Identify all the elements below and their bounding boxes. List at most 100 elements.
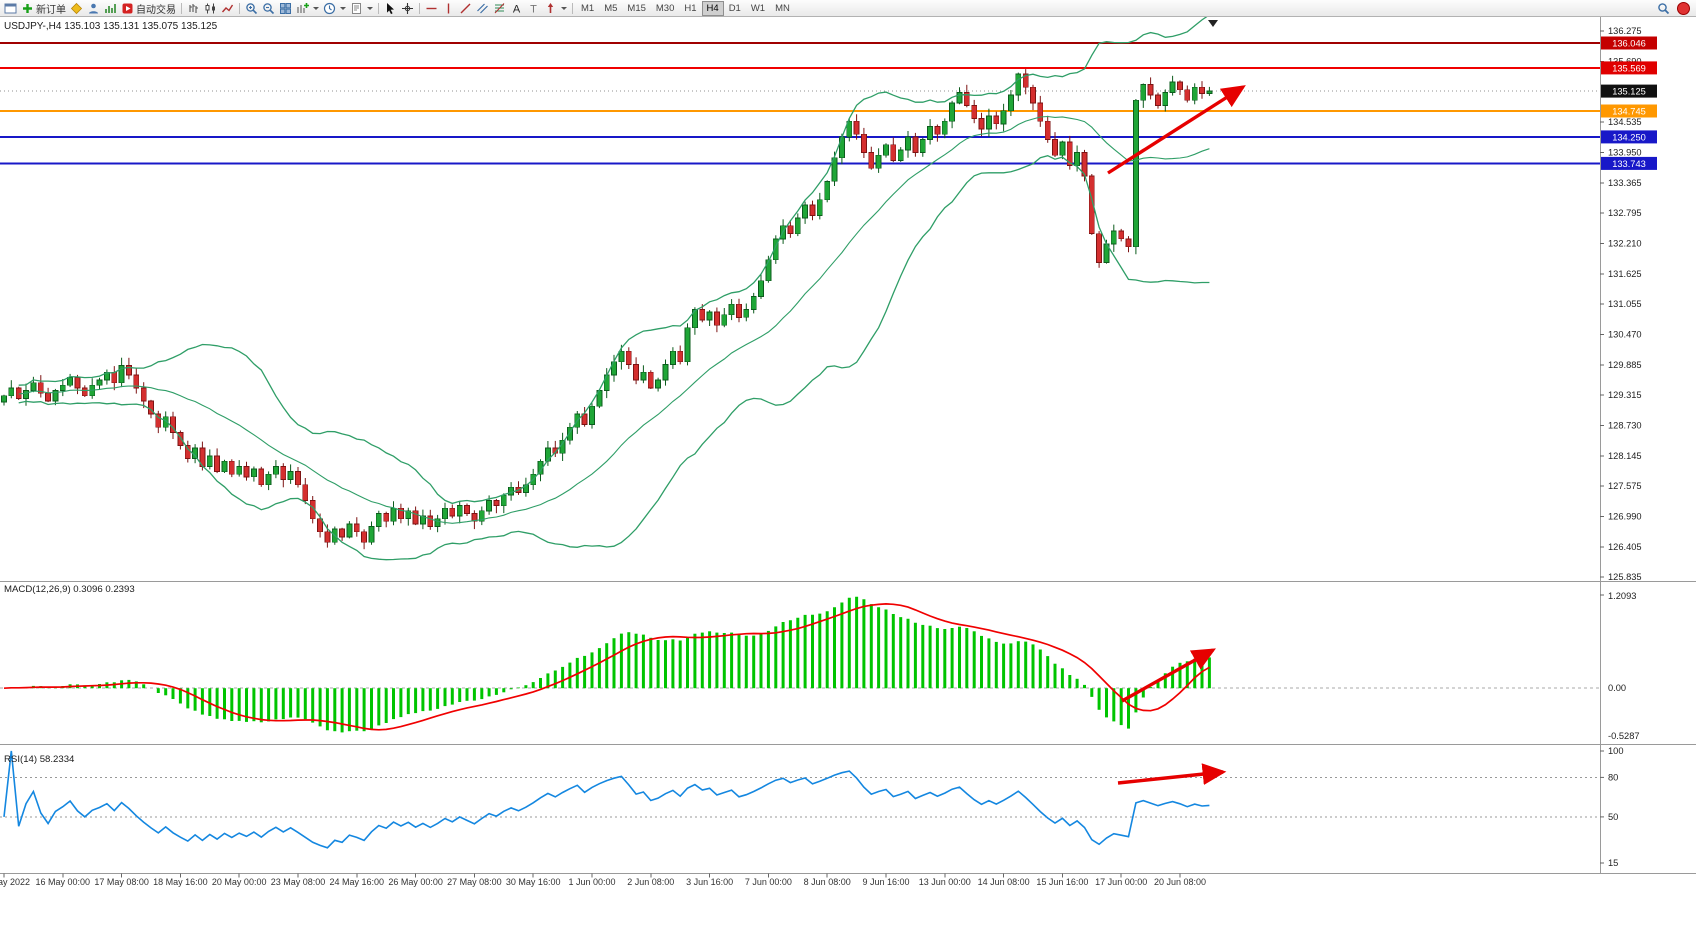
candle-body (140, 387, 147, 402)
macd-panel[interactable]: MACD(12,26,9) 0.3096 0.2393 1.2093 0.00 -0.… (0, 584, 1640, 741)
candle-body (736, 303, 742, 318)
candle-body (868, 152, 875, 169)
auto-trading-button[interactable]: 自动交易 (119, 1, 178, 16)
time-axis-label: 18 May 16:00 (153, 877, 208, 887)
timeframe-button-m1[interactable]: M1 (581, 2, 595, 14)
candlestick-icon (205, 3, 215, 13)
trendline-button[interactable] (457, 1, 474, 16)
timeframe-button-m30[interactable]: M30 (655, 2, 675, 14)
bollinger-upper-band (18, 17, 1208, 505)
timeframe-button-m15[interactable]: M15 (627, 2, 646, 14)
candle-body (184, 445, 191, 460)
cursor-button[interactable] (382, 1, 399, 16)
text-button[interactable]: A (508, 1, 525, 16)
label-button[interactable]: T (525, 1, 542, 16)
candle-body (861, 133, 867, 154)
periods-button[interactable] (321, 1, 348, 16)
tile-windows-button[interactable] (277, 1, 294, 16)
timeframe-button-w1[interactable]: W1 (750, 2, 766, 14)
main-chart-panel[interactable]: USDJPY-,H4 135.103 135.131 135.075 135.1… (0, 17, 1600, 561)
candle-body (1125, 238, 1132, 248)
label-icon: T (530, 3, 537, 15)
candle-body (1037, 102, 1044, 122)
vertical-line-button[interactable] (440, 1, 457, 16)
trend-arrow-macd[interactable] (1121, 648, 1216, 703)
candle-body (963, 92, 970, 107)
accounts-button[interactable] (85, 1, 102, 16)
candle-body (434, 518, 441, 527)
timeframe-button-h1[interactable]: H1 (684, 2, 697, 14)
candle-body (442, 507, 448, 520)
alerts-button[interactable] (68, 1, 85, 16)
trend-arrow-main[interactable] (1107, 85, 1246, 175)
fibonacci-button[interactable] (491, 1, 508, 16)
time-axis-label: 17 Jun 00:00 (1095, 877, 1147, 887)
notification-icon[interactable] (1677, 1, 1690, 15)
line-chart-button[interactable] (219, 1, 236, 16)
candle-body (853, 120, 860, 135)
price-axis-label: 130.470 (1608, 330, 1642, 340)
candle-body (486, 499, 493, 512)
candlestick-chart-button[interactable] (202, 1, 219, 16)
chart-window-button[interactable] (2, 1, 19, 16)
candle-body (464, 505, 470, 514)
crosshair-button[interactable] (399, 1, 416, 16)
candle-body (802, 204, 808, 219)
timeframe-button-d1[interactable]: D1 (728, 2, 741, 14)
candle-body (647, 371, 654, 389)
zoom-in-icon (246, 2, 258, 14)
candle-body (750, 295, 757, 310)
candle-body (37, 382, 44, 394)
candle-body (706, 311, 713, 321)
horizontal-line-button[interactable] (423, 1, 440, 16)
chart-canvas[interactable]: USDJPY-,H4 135.103 135.131 135.075 135.1… (0, 17, 1696, 941)
person-icon (89, 3, 98, 13)
rsi-axis-label: 50 (1608, 812, 1618, 822)
rsi-panel[interactable]: RSI(14) 58.2334 100 80 50 15 (0, 746, 1624, 868)
candle-body (243, 465, 250, 478)
time-axis-label: 17 May 08:00 (94, 877, 149, 887)
candle-body (339, 528, 346, 538)
price-axis[interactable]: 136.275135.690134.535133.950133.365132.7… (1600, 26, 1657, 582)
macd-label: MACD(12,26,9) 0.3096 0.2393 (4, 584, 135, 595)
price-badge-label: 133.743 (1612, 159, 1646, 169)
timeframe-button-m5[interactable]: M5 (604, 2, 618, 14)
search-icon (1658, 2, 1670, 14)
search-button[interactable] (1655, 1, 1672, 16)
candle-body (317, 518, 324, 533)
candle-body (1169, 81, 1176, 93)
svg-text:T: T (530, 3, 537, 15)
new-order-button[interactable]: 新订单 (19, 1, 68, 16)
zoom-out-button[interactable] (260, 1, 277, 16)
bar-chart-button[interactable] (185, 1, 202, 16)
candle-body (52, 390, 59, 402)
new-chart-button[interactable] (294, 1, 321, 16)
timeframe-button-mn[interactable]: MN (775, 2, 790, 14)
chart-shift-marker[interactable] (1208, 20, 1218, 27)
channel-button[interactable] (474, 1, 491, 16)
candle-body (905, 136, 911, 151)
candle-body (361, 531, 368, 543)
arrows-button[interactable] (542, 1, 569, 16)
candle-body (772, 238, 779, 261)
time-axis-label: 27 May 08:00 (447, 877, 502, 887)
time-axis-label: 8 Jun 08:00 (804, 877, 851, 887)
candle-body (545, 447, 551, 462)
zoom-in-button[interactable] (243, 1, 260, 16)
price-axis-label: 129.315 (1608, 390, 1642, 400)
templates-button[interactable] (348, 1, 375, 16)
candle-body (1030, 86, 1036, 104)
candle-body (699, 309, 706, 321)
candle-body (1059, 141, 1066, 156)
line-chart-icon (221, 4, 234, 12)
time-axis-label: 20 Jun 08:00 (1154, 877, 1206, 887)
candle-body (456, 505, 463, 517)
market-watch-button[interactable] (102, 1, 119, 16)
trend-arrow-rsi[interactable] (1117, 763, 1227, 785)
candle-body (302, 484, 309, 501)
candle-body (67, 377, 73, 386)
candle-body (397, 507, 404, 520)
timeframe-button-h4[interactable]: H4 (701, 0, 724, 16)
candle-body (949, 102, 955, 122)
